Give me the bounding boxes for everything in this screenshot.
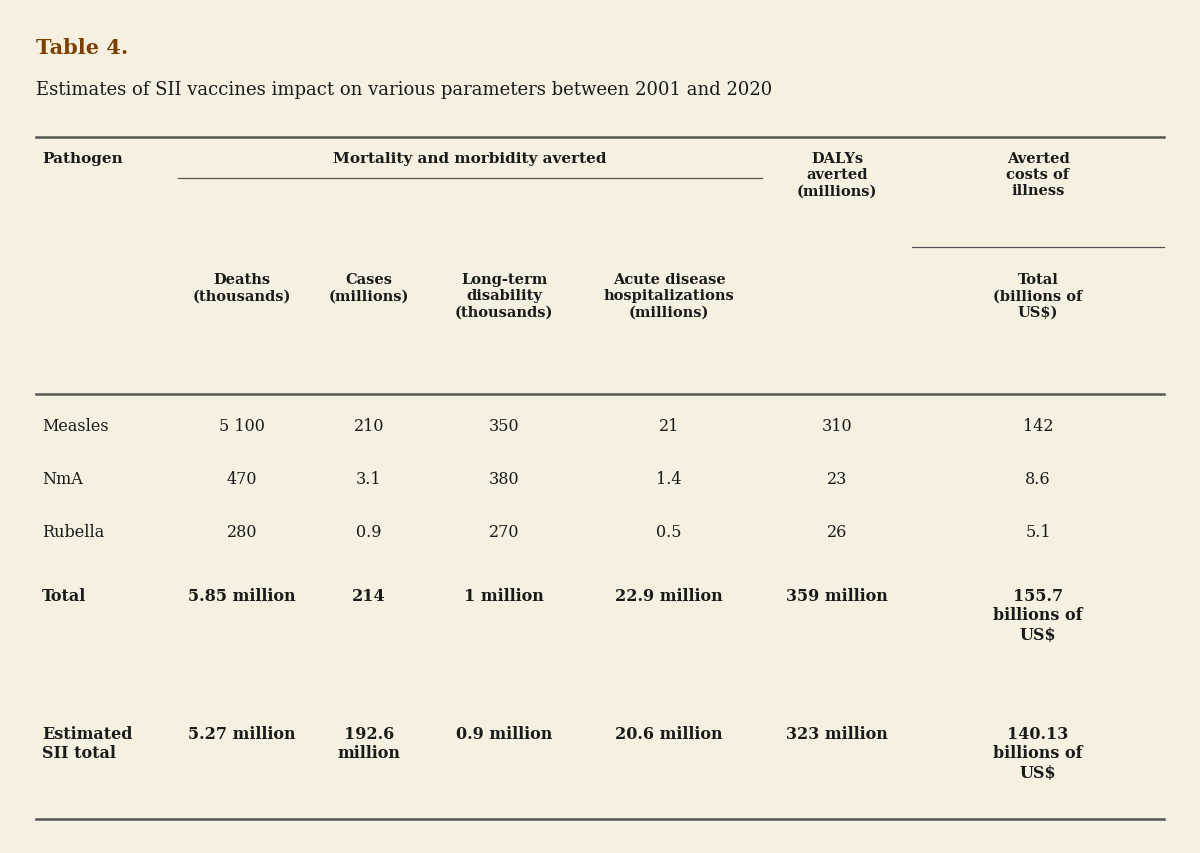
Text: Acute disease
hospitalizations
(millions): Acute disease hospitalizations (millions… [604,273,734,319]
Text: Total
(billions of
US$): Total (billions of US$) [994,273,1082,319]
Text: 5.27 million: 5.27 million [188,725,295,742]
Text: 270: 270 [488,524,520,541]
Text: Averted
costs of
illness: Averted costs of illness [1007,152,1069,198]
Text: 1.4: 1.4 [656,471,682,488]
Text: 23: 23 [827,471,847,488]
Text: Estimates of SII vaccines impact on various parameters between 2001 and 2020: Estimates of SII vaccines impact on vari… [36,81,773,99]
Text: 22.9 million: 22.9 million [616,587,722,604]
Text: Total: Total [42,587,86,604]
Text: 155.7
billions of
US$: 155.7 billions of US$ [994,587,1082,643]
Text: 192.6
million: 192.6 million [337,725,401,762]
Text: 380: 380 [488,471,520,488]
Text: 1 million: 1 million [464,587,544,604]
Text: 20.6 million: 20.6 million [616,725,722,742]
Text: 142: 142 [1022,418,1054,435]
Text: 280: 280 [227,524,257,541]
Text: 0.9: 0.9 [356,524,382,541]
Text: DALYs
averted
(millions): DALYs averted (millions) [797,152,877,198]
Text: 3.1: 3.1 [356,471,382,488]
Text: Measles: Measles [42,418,109,435]
Text: Deaths
(thousands): Deaths (thousands) [193,273,290,303]
Text: 470: 470 [227,471,257,488]
Text: 0.9 million: 0.9 million [456,725,552,742]
Text: Long-term
disability
(thousands): Long-term disability (thousands) [455,273,553,319]
Text: Rubella: Rubella [42,524,104,541]
Text: Pathogen: Pathogen [42,152,122,165]
Text: 26: 26 [827,524,847,541]
Text: 140.13
billions of
US$: 140.13 billions of US$ [994,725,1082,781]
Text: 0.5: 0.5 [656,524,682,541]
Text: 350: 350 [488,418,520,435]
Text: 359 million: 359 million [786,587,888,604]
Text: 5 100: 5 100 [218,418,265,435]
Text: 323 million: 323 million [786,725,888,742]
Text: Table 4.: Table 4. [36,38,128,58]
Text: NmA: NmA [42,471,83,488]
Text: 5.85 million: 5.85 million [188,587,295,604]
Text: 8.6: 8.6 [1025,471,1051,488]
Text: 214: 214 [352,587,386,604]
Text: 21: 21 [659,418,679,435]
Text: 210: 210 [354,418,384,435]
Text: Mortality and morbidity averted: Mortality and morbidity averted [334,152,606,165]
Text: Cases
(millions): Cases (millions) [329,273,409,303]
Text: 310: 310 [822,418,852,435]
Text: Estimated
SII total: Estimated SII total [42,725,132,762]
Text: 5.1: 5.1 [1025,524,1051,541]
